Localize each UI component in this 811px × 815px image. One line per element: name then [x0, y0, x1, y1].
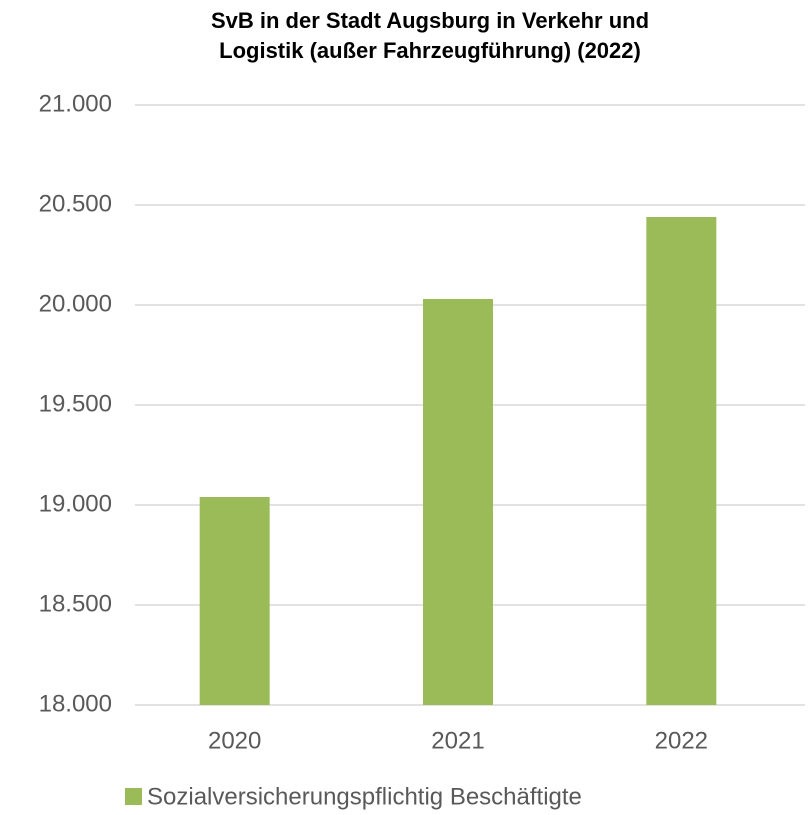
y-tick-label: 19.000 [39, 490, 112, 517]
x-tick-label: 2021 [431, 727, 484, 754]
y-tick-label: 18.500 [39, 590, 112, 617]
y-tick-label: 18.000 [39, 690, 112, 717]
bar [646, 217, 717, 705]
y-tick-label: 21.000 [39, 90, 112, 117]
chart-title: Logistik (außer Fahrzeugführung) (2022) [219, 38, 641, 63]
bar [199, 497, 270, 705]
x-tick-label: 2022 [655, 727, 708, 754]
legend-label: Sozialversicherungspflichtig Beschäftigt… [147, 783, 582, 810]
y-tick-label: 19.500 [39, 390, 112, 417]
chart-title: SvB in der Stadt Augsburg in Verkehr und [211, 8, 649, 33]
legend-swatch [125, 788, 142, 805]
y-tick-label: 20.500 [39, 190, 112, 217]
y-tick-label: 20.000 [39, 290, 112, 317]
bar [423, 299, 493, 705]
x-tick-label: 2020 [208, 727, 261, 754]
